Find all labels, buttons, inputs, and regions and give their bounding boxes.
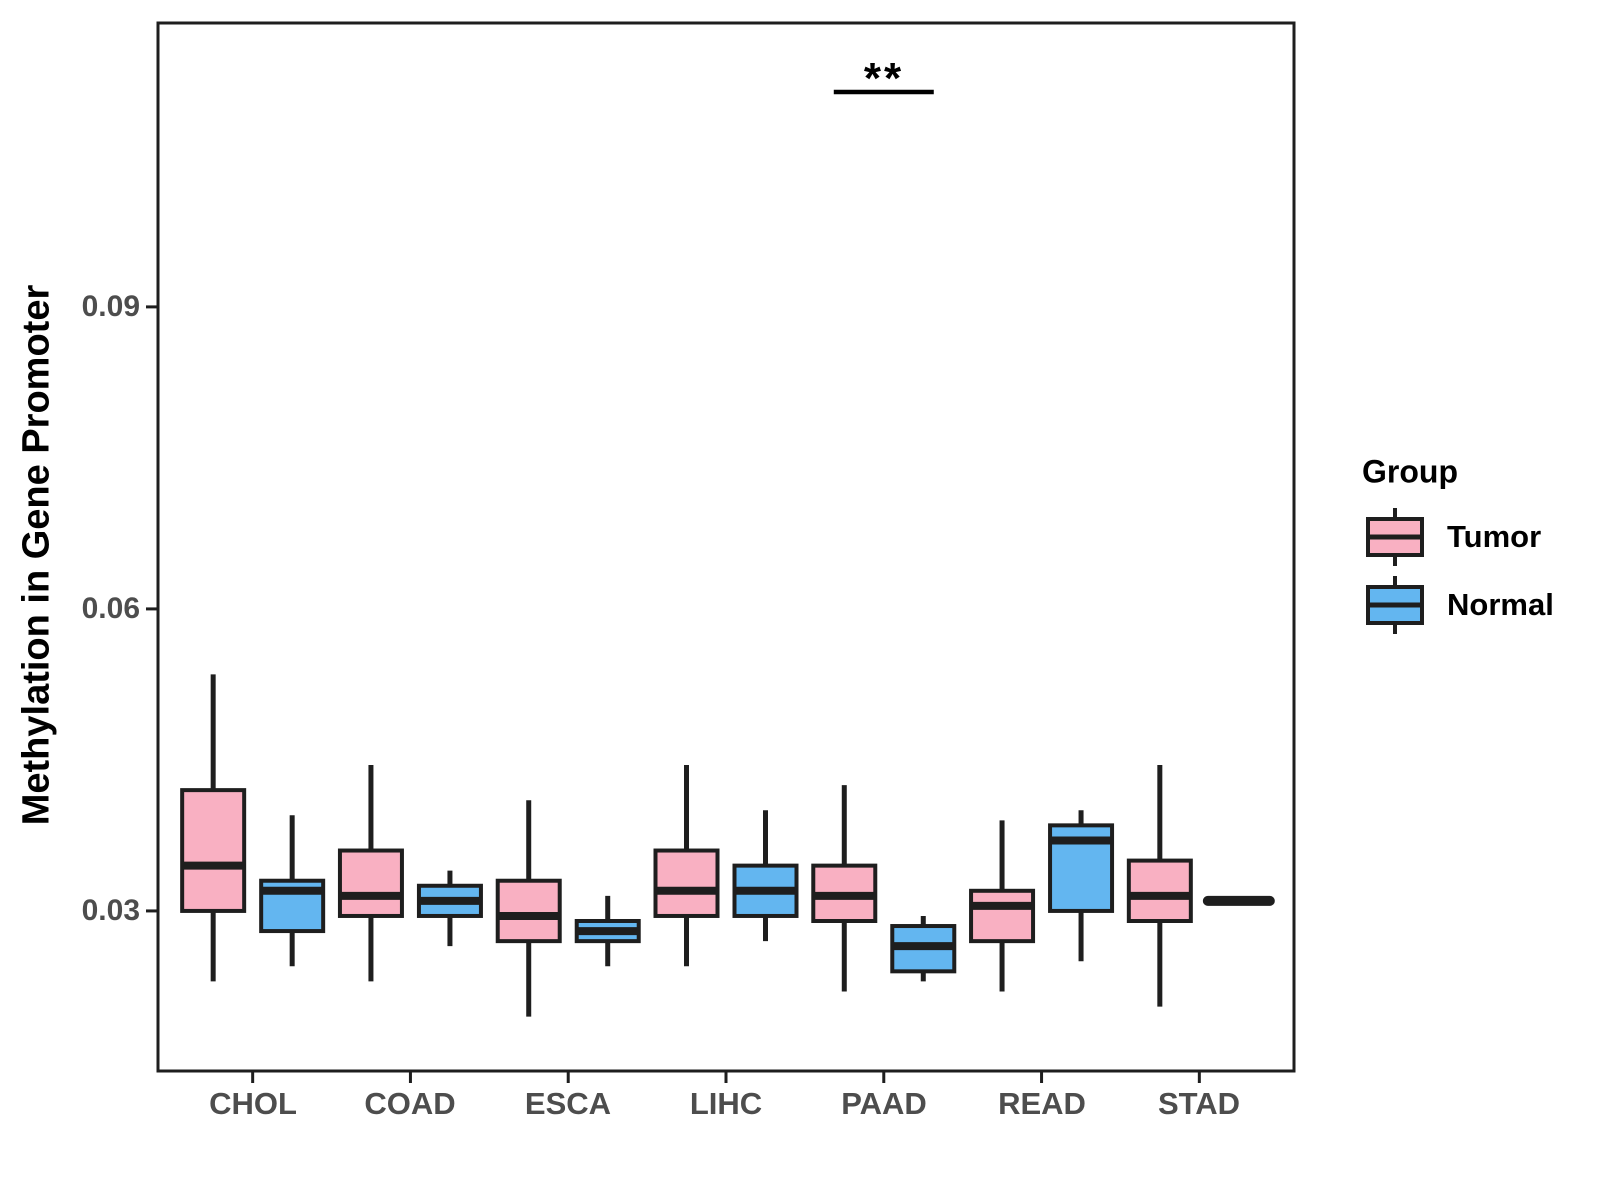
x-tick-label-stad: STAD xyxy=(1157,1086,1241,1121)
legend-label-tumor: Tumor xyxy=(1447,519,1542,554)
box-tumor-stad xyxy=(1126,858,1193,923)
legend-title: Group xyxy=(1362,453,1458,490)
x-tick-label-esca: ESCA xyxy=(524,1086,612,1121)
y-tick-label-003: 0.03 xyxy=(81,894,140,927)
y-tick-label-009: 0.09 xyxy=(81,290,140,323)
panel-border xyxy=(156,21,1296,1073)
x-tick-label-chol: CHOL xyxy=(209,1086,297,1121)
x-tick-label-paad: PAAD xyxy=(841,1086,927,1121)
x-tick-label-read: READ xyxy=(998,1086,1086,1121)
box-tumor-read xyxy=(969,888,1036,944)
box-tumor-lihc xyxy=(653,848,720,918)
panel-background xyxy=(158,23,1294,1071)
legend-label-normal: Normal xyxy=(1447,587,1554,622)
x-tick-label-lihc: LIHC xyxy=(689,1086,763,1121)
box-tumor-esca xyxy=(495,878,562,944)
x-tick-label-coad: COAD xyxy=(364,1086,456,1121)
y-axis-title: Methylation in Gene Promoter xyxy=(15,284,58,826)
box-tumor-coad xyxy=(337,848,404,918)
significance-label: ** xyxy=(863,54,905,103)
box-tumor-chol xyxy=(180,788,247,913)
y-tick-label-006: 0.06 xyxy=(81,592,140,625)
